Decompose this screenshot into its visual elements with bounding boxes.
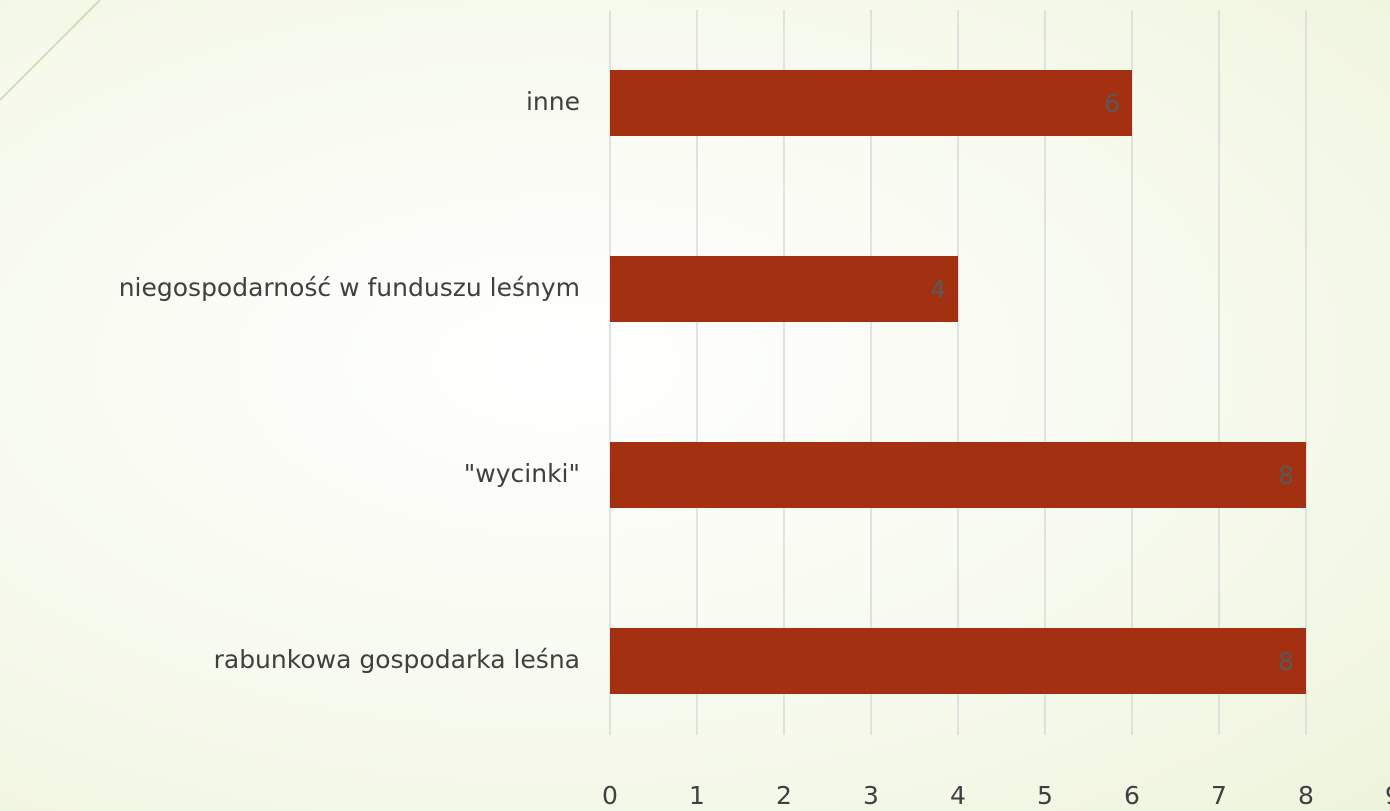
value-label: 6 (1104, 89, 1120, 118)
decor-line (0, 0, 101, 101)
y-tick-label: rabunkowa gospodarka leśna (214, 645, 580, 674)
x-tick-label: 4 (950, 781, 966, 810)
x-tick-label: 5 (1037, 781, 1053, 810)
y-tick-label: inne (526, 87, 580, 116)
value-label: 8 (1278, 461, 1294, 490)
x-tick-label: 1 (689, 781, 705, 810)
value-label: 4 (930, 275, 946, 304)
bar (610, 442, 1306, 508)
x-tick-label: 7 (1211, 781, 1227, 810)
y-tick-label: "wycinki" (464, 459, 580, 488)
value-label: 8 (1278, 647, 1294, 676)
bar (610, 628, 1306, 694)
bar (610, 256, 958, 322)
x-tick-label: 0 (602, 781, 618, 810)
bar (610, 70, 1132, 136)
x-tick-label: 3 (863, 781, 879, 810)
x-tick-label: 9 (1385, 781, 1390, 810)
x-tick-label: 8 (1298, 781, 1314, 810)
x-tick-label: 6 (1124, 781, 1140, 810)
y-tick-label: niegospodarność w funduszu leśnym (119, 273, 580, 302)
x-tick-label: 2 (776, 781, 792, 810)
